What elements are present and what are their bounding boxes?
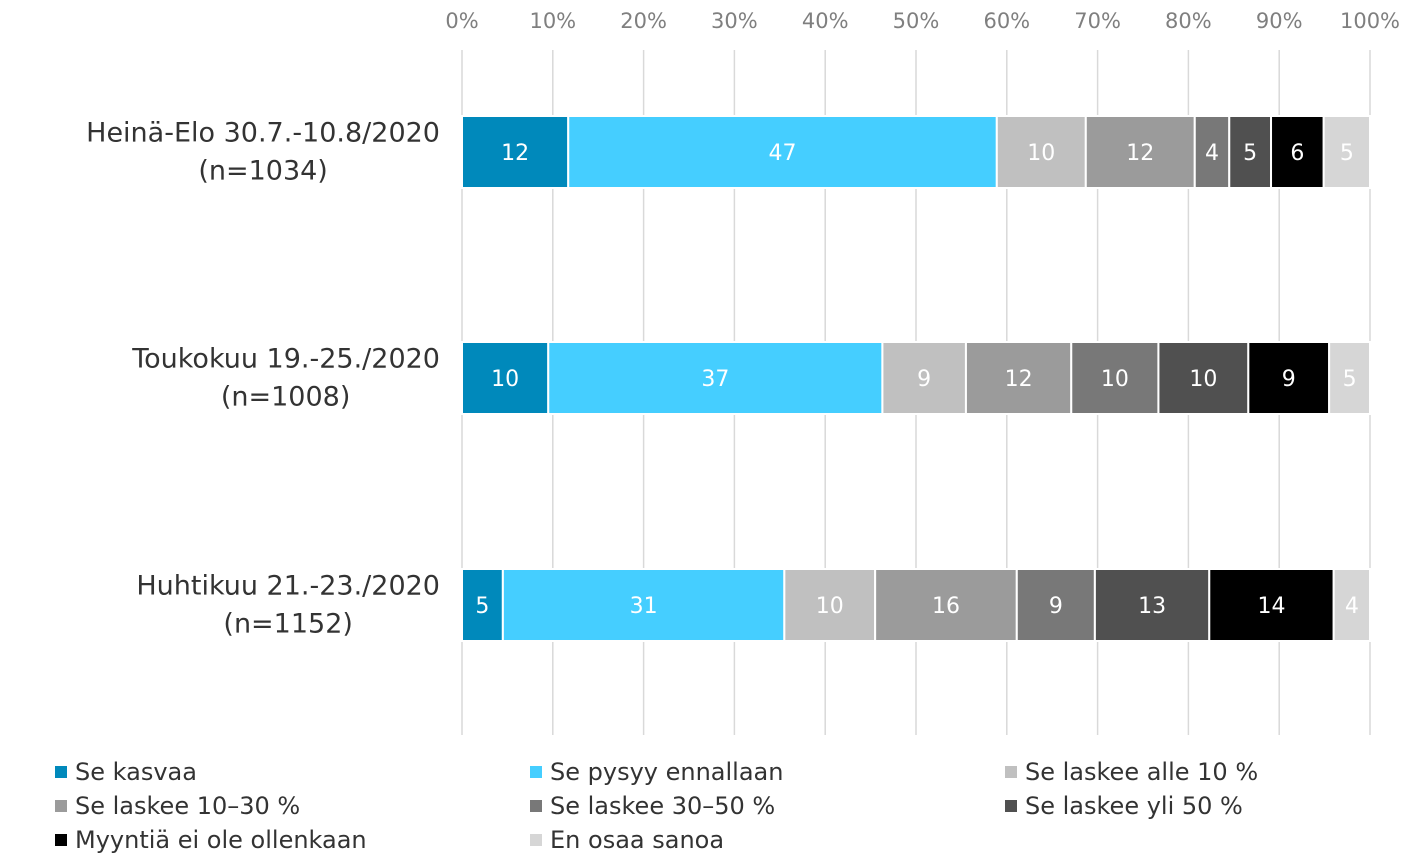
bar-segment <box>1157 341 1250 415</box>
data-label: 13 <box>1138 594 1166 619</box>
data-label: 14 <box>1257 594 1285 619</box>
legend-label: Se laskee 30–50 % <box>550 792 775 820</box>
bar-segment <box>964 341 1073 415</box>
bar-segment <box>461 341 550 415</box>
legend-swatch <box>1005 766 1017 778</box>
x-tick-label: 0% <box>445 9 478 33</box>
data-label: 9 <box>1049 594 1063 619</box>
data-label: 31 <box>630 594 658 619</box>
x-tick-label: 10% <box>529 9 576 33</box>
legend-swatch <box>55 800 67 812</box>
bar-segment <box>1208 568 1335 642</box>
legend-label: Myyntiä ei ole ollenkaan <box>75 826 367 854</box>
data-label: 5 <box>1343 367 1357 392</box>
bar-segment <box>1015 568 1096 642</box>
data-label: 6 <box>1290 141 1304 166</box>
data-label: 12 <box>1126 141 1154 166</box>
data-label: 5 <box>1340 141 1354 166</box>
bar-segment <box>501 568 786 642</box>
bar-segment <box>547 341 884 415</box>
x-tick-label: 90% <box>1256 9 1303 33</box>
x-tick-label: 60% <box>983 9 1030 33</box>
data-label: 10 <box>1189 367 1217 392</box>
bar-segment <box>567 115 998 189</box>
data-label: 10 <box>1027 141 1055 166</box>
category-label: (n=1008) <box>221 382 351 413</box>
data-label: 12 <box>501 141 529 166</box>
data-label: 12 <box>1005 367 1033 392</box>
data-label: 37 <box>701 367 729 392</box>
data-label: 9 <box>917 367 931 392</box>
legend-swatch <box>55 834 67 846</box>
bar-segment <box>1322 115 1372 189</box>
x-tick-label: 70% <box>1074 9 1121 33</box>
data-label: 5 <box>1243 141 1257 166</box>
legend-label: Se laskee yli 50 % <box>1025 792 1243 820</box>
bar-segment <box>1093 568 1211 642</box>
legend-label: En osaa sanoa <box>550 826 724 854</box>
data-label: 5 <box>475 594 489 619</box>
data-label: 16 <box>932 594 960 619</box>
bar-segment <box>1332 568 1372 642</box>
legend-label: Se laskee alle 10 % <box>1025 758 1258 786</box>
bar-segment <box>783 568 877 642</box>
data-label: 4 <box>1205 141 1219 166</box>
legend-label: Se kasvaa <box>75 758 197 786</box>
bar-segment <box>1247 341 1331 415</box>
bar-segment <box>1270 115 1325 189</box>
x-tick-label: 100% <box>1340 9 1400 33</box>
data-label: 10 <box>1101 367 1129 392</box>
bar-segment <box>881 341 967 415</box>
data-label: 4 <box>1345 594 1359 619</box>
legend-swatch <box>1005 800 1017 812</box>
bar-segment <box>874 568 1018 642</box>
bar-segment <box>1084 115 1196 189</box>
bar-segment <box>1193 115 1231 189</box>
bar-segment <box>461 568 504 642</box>
x-tick-label: 80% <box>1165 9 1212 33</box>
category-label: Huhtikuu 21.-23./2020 <box>136 571 440 602</box>
data-label: 10 <box>491 367 519 392</box>
data-label: 10 <box>816 594 844 619</box>
data-label: 47 <box>769 141 797 166</box>
legend-swatch <box>530 834 542 846</box>
legend-label: Se pysyy ennallaan <box>550 758 783 786</box>
bar-segment <box>1328 341 1372 415</box>
legend-label: Se laskee 10–30 % <box>75 792 300 820</box>
x-tick-label: 50% <box>893 9 940 33</box>
x-tick-label: 40% <box>802 9 849 33</box>
legend-swatch <box>55 766 67 778</box>
x-tick-label: 20% <box>620 9 667 33</box>
bar-segment <box>1070 341 1160 415</box>
bar-segment <box>1228 115 1273 189</box>
legend-swatch <box>530 800 542 812</box>
legend-swatch <box>530 766 542 778</box>
x-tick-label: 30% <box>711 9 758 33</box>
category-label: Toukokuu 19.-25./2020 <box>131 344 440 375</box>
category-label: (n=1034) <box>198 156 328 187</box>
category-label: (n=1152) <box>223 609 353 640</box>
bar-segment <box>461 115 570 189</box>
category-label: Heinä-Elo 30.7.-10.8/2020 <box>86 118 440 149</box>
data-label: 9 <box>1282 367 1296 392</box>
